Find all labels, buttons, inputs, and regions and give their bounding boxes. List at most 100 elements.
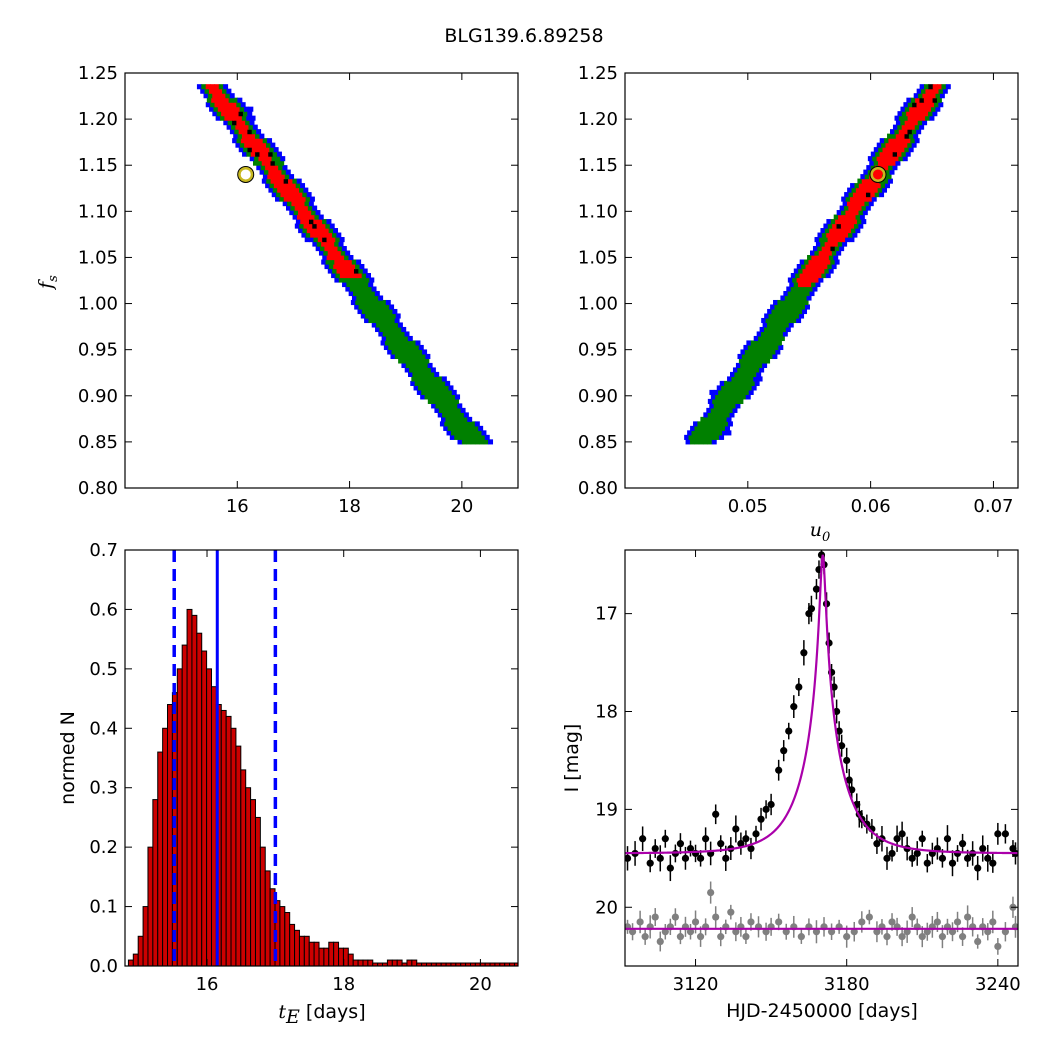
- posterior-cell: [714, 421, 720, 427]
- histogram-bar: [347, 953, 354, 967]
- posterior-cell: [907, 142, 913, 148]
- posterior-cell: [347, 277, 353, 283]
- posterior-cell: [455, 394, 461, 400]
- posterior-cell: [811, 255, 817, 261]
- posterior-cell: [269, 147, 275, 153]
- posterior-cell: [874, 192, 880, 198]
- posterior-cell: [240, 138, 246, 144]
- posterior-cell: [244, 124, 250, 130]
- posterior-cell: [214, 84, 220, 90]
- posterior-cell: [869, 160, 875, 166]
- data-point: [989, 918, 997, 926]
- posterior-cell: [206, 97, 212, 103]
- histogram-bar: [396, 959, 403, 967]
- x-tick-label: 16: [226, 496, 249, 517]
- data-point: [628, 928, 637, 936]
- posterior-cell: [853, 223, 859, 229]
- posterior-cell: [817, 272, 822, 279]
- posterior-cell: [450, 394, 456, 400]
- posterior-cell: [818, 264, 824, 270]
- posterior-cell: [220, 93, 226, 99]
- posterior-cell: [931, 106, 936, 112]
- posterior-cell: [744, 362, 750, 369]
- posterior-cell: [236, 120, 242, 126]
- posterior-cell: [229, 111, 235, 117]
- posterior-cell: [854, 183, 860, 189]
- posterior-cell: [215, 97, 221, 103]
- posterior-cell: [394, 335, 400, 342]
- posterior-cell: [442, 412, 448, 418]
- posterior-cell: [761, 331, 767, 337]
- x-tick-label: 3180: [824, 974, 870, 995]
- posterior-cell: [410, 344, 416, 351]
- posterior-cell: [810, 250, 815, 256]
- posterior-cell: [401, 362, 407, 369]
- posterior-cell: [903, 102, 909, 108]
- x-tick-label: 18: [332, 974, 355, 995]
- posterior-cell: [800, 290, 806, 297]
- posterior-cell: [346, 281, 352, 288]
- posterior-cell: [277, 169, 283, 175]
- axes-frame: [624, 72, 1019, 489]
- posterior-cell: [786, 286, 792, 292]
- histogram-bar: [254, 816, 261, 967]
- posterior-cell: [777, 326, 783, 333]
- posterior-cell: [824, 255, 830, 261]
- posterior-cell: [766, 349, 772, 355]
- posterior-cell: [248, 124, 254, 130]
- posterior-cell: [852, 232, 858, 238]
- posterior-cell: [747, 358, 753, 364]
- posterior-cell: [358, 304, 364, 310]
- posterior-cell: [423, 362, 429, 369]
- posterior-cell: [796, 317, 802, 324]
- posterior-cell: [873, 187, 879, 193]
- posterior-cell: [385, 299, 391, 306]
- posterior-cell: [866, 178, 872, 184]
- data-point: [984, 854, 992, 862]
- data-point: [775, 766, 783, 774]
- y-tick-label: 0.7: [89, 540, 118, 561]
- posterior-cell: [929, 88, 935, 94]
- posterior-cell: [355, 299, 361, 306]
- posterior-cell: [407, 353, 413, 360]
- posterior-cell: [210, 102, 216, 108]
- posterior-cell: [914, 124, 920, 130]
- posterior-cell: [422, 385, 428, 391]
- posterior-cell: [433, 376, 439, 382]
- posterior-cell: [236, 138, 242, 144]
- posterior-cell: [885, 183, 890, 189]
- posterior-cell: [470, 421, 476, 427]
- data-point: [918, 835, 926, 843]
- posterior-cell: [726, 389, 732, 395]
- posterior-cell: [406, 358, 412, 364]
- posterior-cell: [879, 192, 885, 198]
- posterior-cell: [690, 425, 696, 431]
- posterior-cell: [457, 421, 463, 427]
- posterior-cell: [398, 340, 404, 346]
- posterior-cell: [404, 349, 410, 355]
- posterior-cell: [815, 255, 821, 261]
- posterior-cell: [248, 142, 254, 148]
- posterior-cell: [334, 241, 340, 247]
- data-point: [843, 933, 851, 941]
- posterior-cell: [796, 264, 802, 270]
- posterior-cell: [809, 290, 815, 297]
- posterior-cell: [384, 340, 390, 346]
- posterior-cell: [894, 115, 900, 121]
- histogram-bar: [279, 906, 286, 967]
- posterior-cell: [271, 174, 277, 180]
- posterior-cell: [449, 398, 455, 404]
- posterior-cell: [216, 93, 222, 99]
- posterior-cell: [351, 295, 357, 301]
- x-tick-label: 20: [469, 974, 492, 995]
- posterior-cell: [204, 88, 210, 94]
- posterior-cell: [365, 295, 371, 301]
- posterior-cell: [304, 237, 310, 243]
- data-point: [656, 854, 664, 862]
- posterior-cell: [828, 255, 834, 261]
- posterior-cell: [787, 277, 793, 283]
- posterior-cell: [386, 313, 392, 319]
- posterior-cell: [931, 93, 937, 99]
- posterior-cell: [876, 183, 882, 189]
- posterior-cell: [799, 259, 805, 265]
